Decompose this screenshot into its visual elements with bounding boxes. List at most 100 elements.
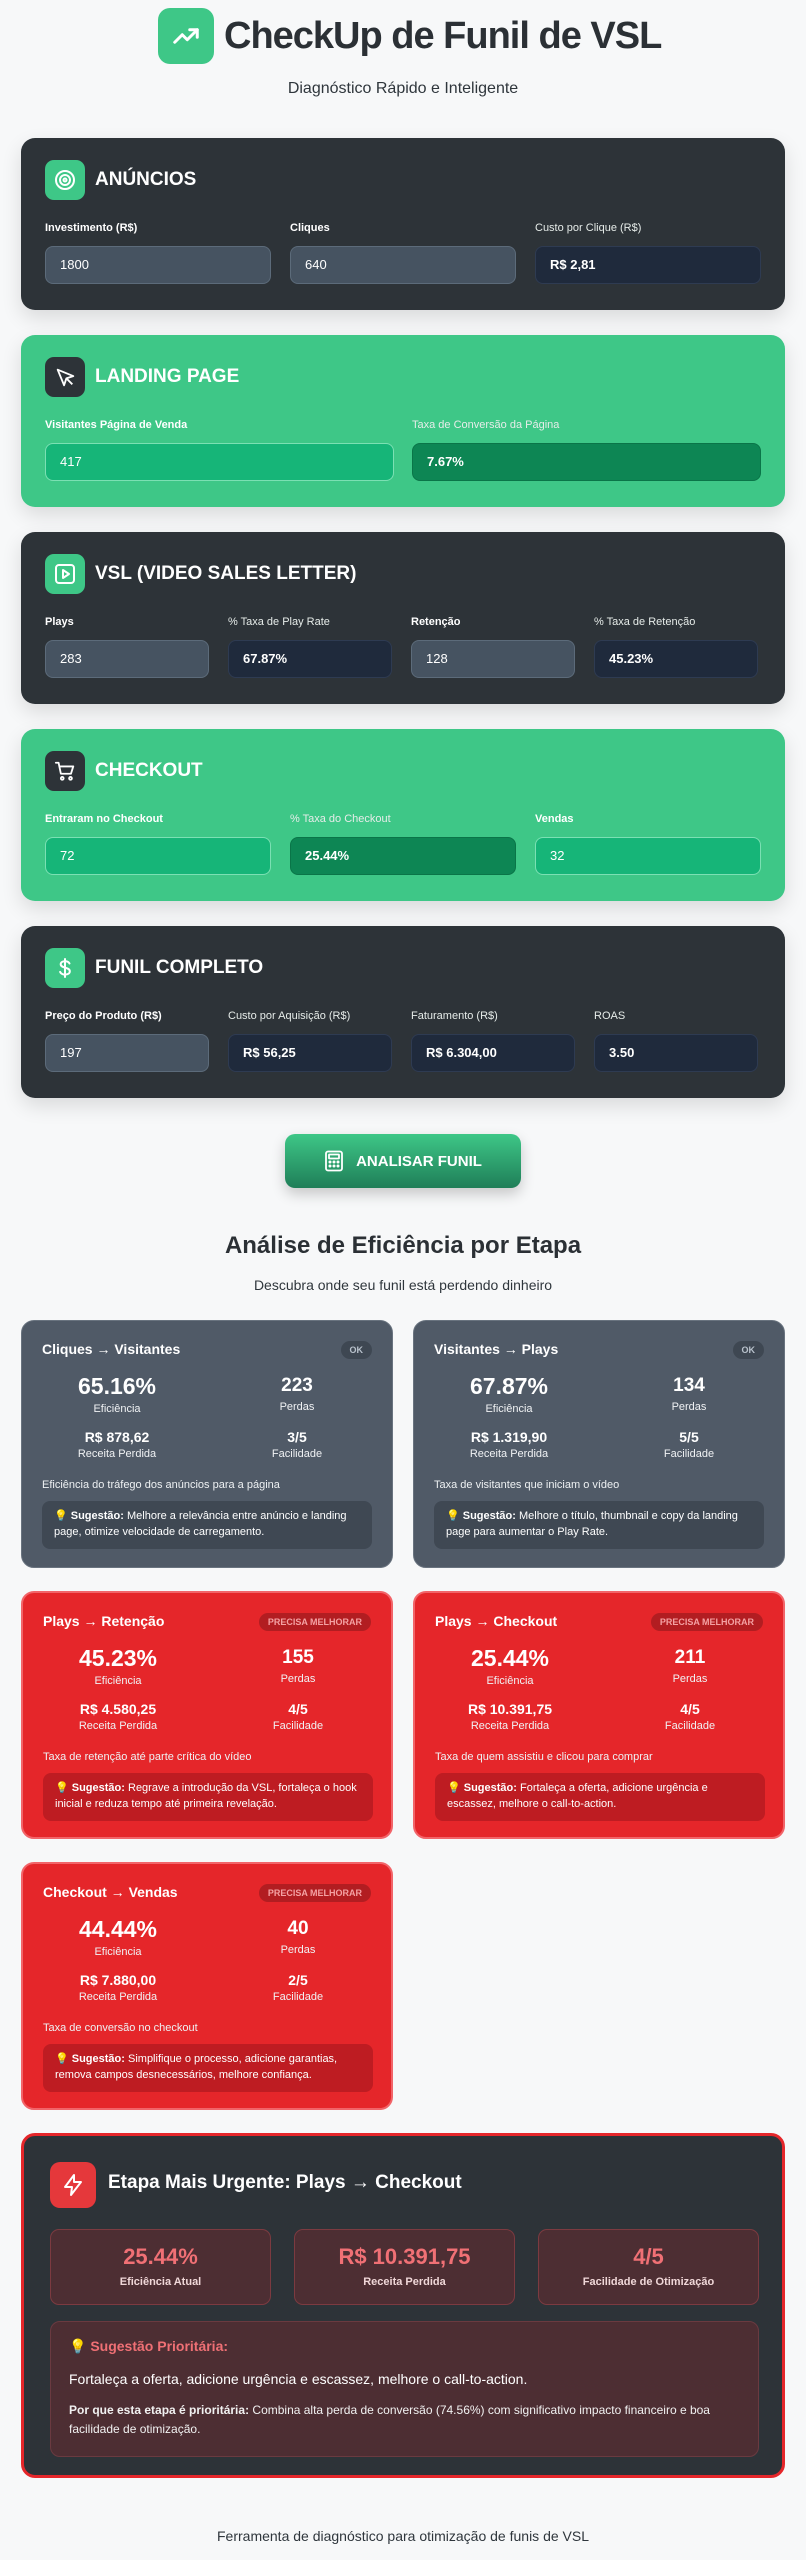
perdas-label: Perdas — [279, 1401, 315, 1413]
suggestion-text: Melhore a relevância entre anúncio e lan… — [54, 1510, 347, 1538]
suggestion-box: 💡 Sugestão: Simplifique o processo, adic… — [43, 2044, 373, 2092]
urgent-receita-value: R$ 10.391,75 — [338, 2244, 471, 2269]
perdas-label: Perdas — [672, 1673, 708, 1685]
facilidade-label: Facilidade — [272, 1991, 324, 2003]
status-badge: PRECISA MELHORAR — [258, 1884, 371, 1902]
stage-title: Plays → Retenção — [43, 1613, 165, 1629]
entraram-input[interactable]: 72 — [45, 837, 271, 875]
perdas-stat: 155 Perdas — [223, 1645, 373, 1685]
dollar-icon — [45, 948, 85, 988]
urgent-facilidade-box: 4/5 Facilidade de Otimização — [538, 2229, 759, 2305]
suggestion-label: 💡 Sugestão: — [446, 1510, 516, 1522]
investimento-field: Investimento (R$) 1800 — [45, 222, 271, 284]
investimento-input[interactable]: 1800 — [45, 246, 271, 284]
analysis-subtitle: Descubra onde seu funil está perdendo di… — [253, 1277, 553, 1293]
stage-description: Taxa de conversão no checkout — [43, 2022, 198, 2034]
suggestion-text: Simplifique o processo, adicione garanti… — [55, 2053, 338, 2081]
stage-card: Cliques → Visitantes OK 65.16% Eficiênci… — [21, 1320, 393, 1568]
field-label: Retenção — [411, 616, 461, 628]
eficiencia-stat: 44.44% Eficiência — [43, 1916, 193, 1958]
stage-card: Checkout → Vendas PRECISA MELHORAR 44.44… — [21, 1862, 393, 2110]
preco-field: Preço do Produto (R$) 197 — [45, 1010, 209, 1072]
stage-card: Visitantes → Plays OK 67.87% Eficiência … — [413, 1320, 785, 1568]
cliques-field: Cliques 640 — [290, 222, 516, 284]
status-badge: PRECISA MELHORAR — [258, 1613, 371, 1631]
receita-label: Receita Perdida — [469, 1448, 549, 1460]
receita-stat: R$ 1.319,90 Receita Perdida — [434, 1429, 584, 1460]
suggestion-box: 💡 Sugestão: Regrave a introdução da VSL,… — [43, 1773, 373, 1821]
eficiencia-stat: 25.44% Eficiência — [435, 1645, 585, 1687]
stage-title: Plays → Checkout — [435, 1613, 558, 1629]
perdas-value: 155 — [282, 1647, 314, 1668]
checkout-card: CHECKOUT Entraram no Checkout 72 % Taxa … — [21, 729, 785, 901]
taxa-retencao-field: % Taxa de Retenção 45.23% — [594, 616, 758, 678]
vsl-title: VSL (VIDEO SALES LETTER) — [95, 563, 357, 584]
stage-description: Taxa de visitantes que iniciam o vídeo — [434, 1479, 620, 1491]
page-header: CheckUp de Funil de VSL Diagnóstico Rápi… — [0, 0, 806, 110]
play-rate-value: 67.87% — [228, 640, 392, 678]
field-label: Visitantes Página de Venda — [45, 419, 188, 431]
visitantes-input[interactable]: 417 — [45, 443, 394, 481]
field-label: Taxa de Conversão da Página — [412, 419, 560, 431]
stage-title: Cliques → Visitantes — [42, 1341, 181, 1357]
suggestion-box: 💡 Sugestão: Fortaleça a oferta, adicione… — [435, 1773, 765, 1821]
plays-field: Plays 283 — [45, 616, 209, 678]
play-rate-field: % Taxa de Play Rate 67.87% — [228, 616, 392, 678]
suggestion-box: 💡 Sugestão: Melhore o título, thumbnail … — [434, 1501, 764, 1549]
cursor-icon — [45, 357, 85, 397]
facilidade-stat: 4/5 Facilidade — [223, 1701, 373, 1732]
urgent-facilidade-value: 4/5 — [633, 2244, 664, 2269]
funil-completo-card: FUNIL COMPLETO Preço do Produto (R$) 197… — [21, 926, 785, 1098]
facilidade-value: 3/5 — [287, 1429, 307, 1445]
facilidade-stat: 5/5 Facilidade — [614, 1429, 764, 1460]
stage-title: Checkout → Vendas — [43, 1884, 178, 1900]
receita-label: Receita Perdida — [78, 1720, 158, 1732]
field-label: Plays — [45, 616, 74, 628]
cliques-input[interactable]: 640 — [290, 246, 516, 284]
field-label: Preço do Produto (R$) — [45, 1010, 162, 1022]
play-icon — [45, 554, 85, 594]
status-badge: PRECISA MELHORAR — [650, 1613, 763, 1631]
trending-up-icon — [158, 8, 214, 64]
priority-suggestion-text: Fortaleça a oferta, adicione urgência e … — [69, 2371, 528, 2387]
anuncios-title: ANÚNCIOS — [95, 169, 197, 190]
taxa-checkout-value: 25.44% — [290, 837, 516, 875]
landing-title: LANDING PAGE — [95, 366, 240, 387]
stage-card: Plays → Retenção PRECISA MELHORAR 45.23%… — [21, 1591, 393, 1839]
suggestion-text: Regrave a introdução da VSL, fortaleça o… — [55, 1782, 357, 1810]
eficiencia-label: Eficiência — [94, 1675, 142, 1687]
perdas-stat: 134 Perdas — [614, 1373, 764, 1413]
priority-suggestion-heading: 💡 Sugestão Prioritária: — [69, 2338, 229, 2354]
retencao-input[interactable]: 128 — [411, 640, 575, 678]
conversao-field: Taxa de Conversão da Página 7.67% — [412, 419, 761, 481]
field-label: Entraram no Checkout — [45, 813, 163, 825]
preco-input[interactable]: 197 — [45, 1034, 209, 1072]
taxa-checkout-field: % Taxa do Checkout 25.44% — [290, 813, 516, 875]
perdas-value: 40 — [287, 1918, 309, 1939]
urgent-title: Etapa Mais Urgente: Plays → Checkout — [108, 2172, 462, 2193]
field-label: Custo por Clique (R$) — [535, 222, 642, 234]
vendas-input[interactable]: 32 — [535, 837, 761, 875]
cpa-field: Custo por Aquisição (R$) R$ 56,25 — [228, 1010, 392, 1072]
urgent-receita-box: R$ 10.391,75 Receita Perdida — [294, 2229, 515, 2305]
checkout-title: CHECKOUT — [95, 760, 203, 781]
analisar-funil-button[interactable]: ANALISAR FUNIL — [285, 1134, 521, 1188]
suggestion-label: 💡 Sugestão: — [54, 1510, 124, 1522]
vendas-field: Vendas 32 — [535, 813, 761, 875]
eficiencia-value: 45.23% — [78, 1645, 157, 1671]
eficiencia-label: Eficiência — [485, 1403, 533, 1415]
eficiencia-label: Eficiência — [94, 1946, 142, 1958]
target-icon — [45, 160, 85, 200]
status-badge: OK — [340, 1341, 372, 1359]
suggestion-box: 💡 Sugestão: Melhore a relevância entre a… — [42, 1501, 372, 1549]
perdas-value: 211 — [674, 1647, 706, 1668]
faturamento-field: Faturamento (R$) R$ 6.304,00 — [411, 1010, 575, 1072]
perdas-value: 223 — [281, 1375, 313, 1396]
roas-value: 3.50 — [594, 1034, 758, 1072]
plays-input[interactable]: 283 — [45, 640, 209, 678]
lightning-icon — [50, 2162, 96, 2208]
perdas-value: 134 — [673, 1375, 705, 1396]
stage-title: Visitantes → Plays — [434, 1341, 559, 1357]
eficiencia-stat: 45.23% Eficiência — [43, 1645, 193, 1687]
facilidade-stat: 4/5 Facilidade — [615, 1701, 765, 1732]
